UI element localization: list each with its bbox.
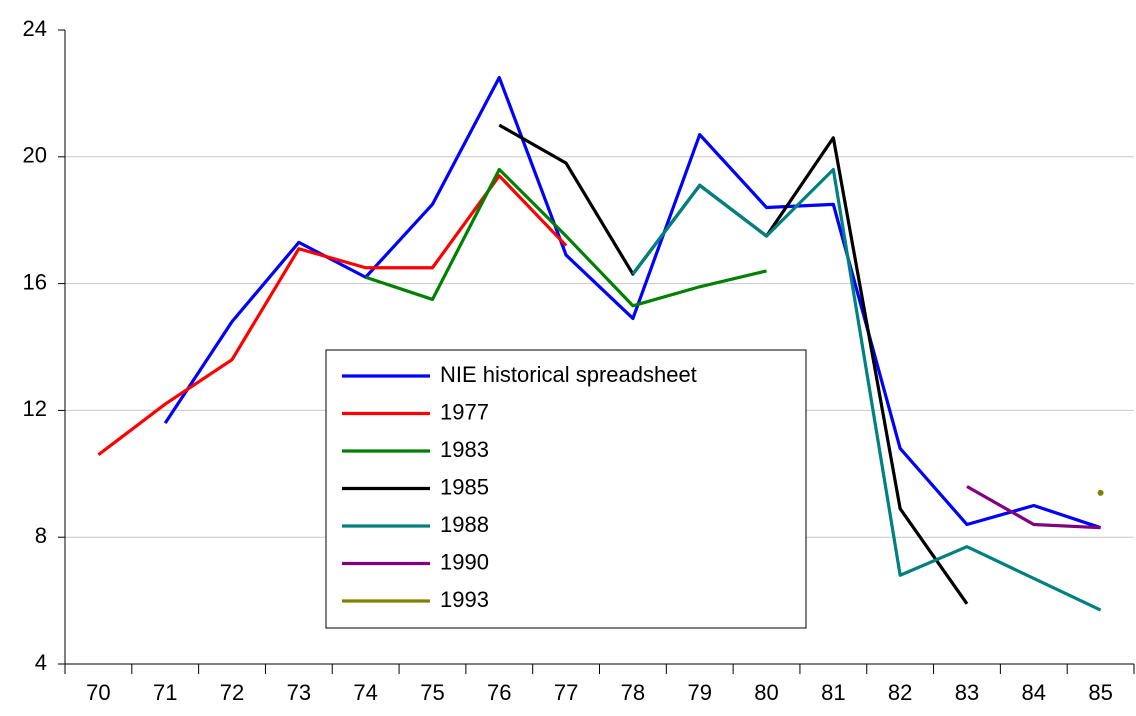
y-tick-label: 20 — [23, 143, 47, 168]
x-tick-label: 76 — [487, 680, 511, 705]
x-tick-label: 79 — [687, 680, 711, 705]
y-tick-label: 24 — [23, 16, 47, 41]
x-tick-label: 82 — [888, 680, 912, 705]
x-tick-label: 74 — [353, 680, 377, 705]
y-tick-label: 8 — [35, 523, 47, 548]
series-line — [966, 485, 1101, 530]
x-tick-label: 81 — [821, 680, 845, 705]
y-tick-label: 12 — [23, 396, 47, 421]
x-tick-label: 75 — [420, 680, 444, 705]
x-tick-label: 77 — [554, 680, 578, 705]
y-tick-label: 4 — [35, 650, 47, 675]
series-line — [365, 167, 767, 308]
x-tick-label: 73 — [287, 680, 311, 705]
x-tick-label: 78 — [621, 680, 645, 705]
legend-label: 1983 — [440, 437, 489, 462]
legend-label: NIE historical spreadsheet — [440, 362, 697, 387]
x-tick-label: 71 — [153, 680, 177, 705]
y-tick-label: 16 — [23, 269, 47, 294]
legend-label: 1990 — [440, 549, 489, 574]
legend-label: 1988 — [440, 512, 489, 537]
x-tick-label: 85 — [1088, 680, 1112, 705]
legend-label: 1985 — [440, 474, 489, 499]
point — [1097, 489, 1104, 496]
x-tick-label: 70 — [86, 680, 110, 705]
legend-label: 1977 — [440, 399, 489, 424]
x-tick-label: 72 — [220, 680, 244, 705]
x-tick-label: 83 — [955, 680, 979, 705]
series-line — [631, 167, 1102, 612]
x-tick-label: 80 — [754, 680, 778, 705]
legend-label: 1993 — [440, 587, 489, 612]
x-tick-label: 84 — [1022, 680, 1046, 705]
